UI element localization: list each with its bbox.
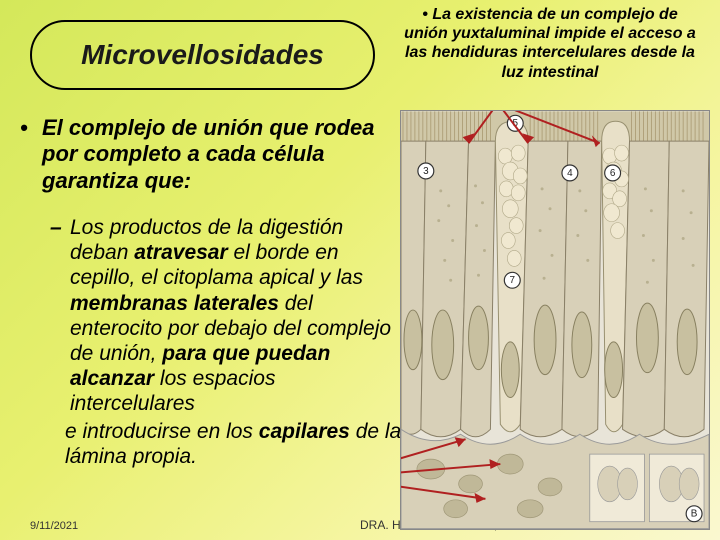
footer-date: 9/11/2021 (30, 520, 78, 532)
main-bullet: • El complejo de unión que rodea por com… (20, 115, 395, 194)
right-caption: • La existencia de un complejo de unión … (400, 5, 700, 82)
title-box: Microvellosidades (30, 20, 375, 90)
slide-title: Microvellosidades (81, 39, 324, 71)
svg-text:6: 6 (610, 168, 616, 179)
svg-text:4: 4 (567, 168, 573, 179)
bullet-dot: • (20, 115, 28, 141)
tissue-diagram: 3 7 5 4 6 B (400, 110, 710, 530)
svg-text:B: B (691, 509, 698, 520)
svg-text:7: 7 (510, 275, 516, 286)
svg-text:3: 3 (423, 166, 429, 177)
dash-icon: – (50, 215, 62, 240)
sub-bullet: – Los productos de la digestión deban at… (50, 215, 405, 469)
